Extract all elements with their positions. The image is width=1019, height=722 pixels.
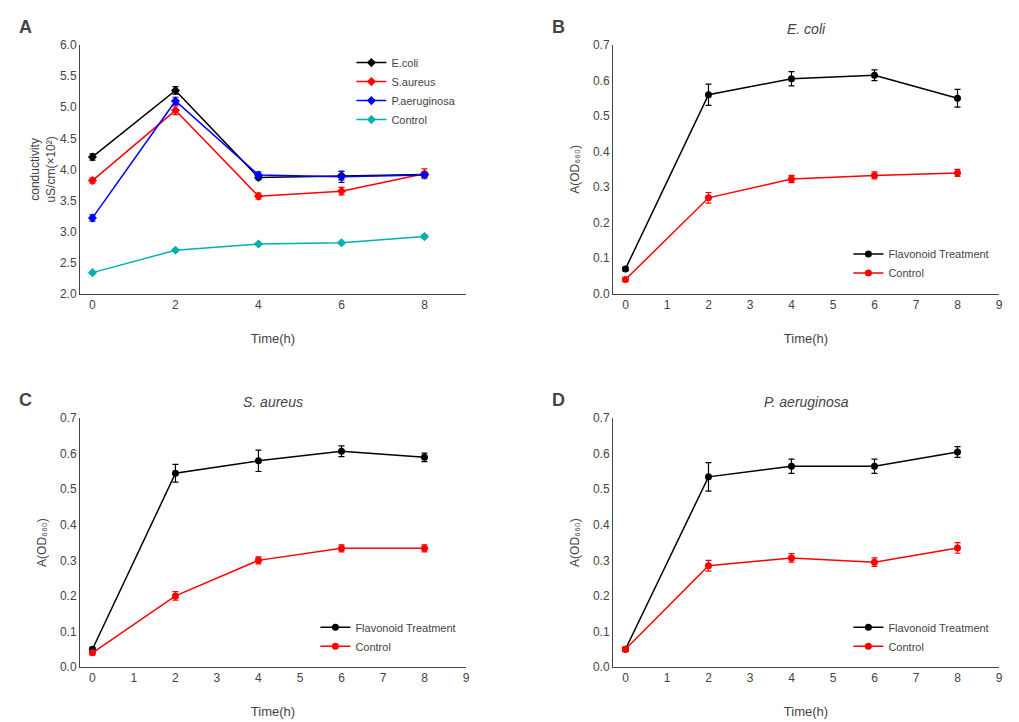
svg-text:S.aureus: S.aureus <box>391 76 436 88</box>
svg-text:Control: Control <box>888 267 923 279</box>
svg-text:A(OD₆₆₀): A(OD₆₆₀) <box>568 145 582 194</box>
svg-text:P.aeruginosa: P.aeruginosa <box>391 95 455 107</box>
svg-text:0.1: 0.1 <box>593 625 610 639</box>
svg-text:4.5: 4.5 <box>60 132 77 146</box>
svg-text:0.5: 0.5 <box>60 482 77 496</box>
svg-text:0.1: 0.1 <box>60 625 77 639</box>
svg-text:P. aeruginosa: P. aeruginosa <box>764 394 849 410</box>
svg-text:0.5: 0.5 <box>593 109 610 123</box>
svg-text:Flavonoid Treatment: Flavonoid Treatment <box>888 248 988 260</box>
svg-text:0: 0 <box>89 298 96 312</box>
svg-text:9: 9 <box>463 671 470 685</box>
svg-text:9: 9 <box>996 298 1003 312</box>
svg-text:Time(h): Time(h) <box>784 331 828 346</box>
svg-text:0.1: 0.1 <box>593 251 610 265</box>
svg-text:A(OD₆₆₀): A(OD₆₆₀) <box>35 518 49 567</box>
svg-text:9: 9 <box>996 671 1003 685</box>
svg-text:Flavonoid Treatment: Flavonoid Treatment <box>355 622 455 634</box>
svg-text:0.7: 0.7 <box>593 411 610 425</box>
svg-text:2: 2 <box>172 298 179 312</box>
svg-text:6: 6 <box>338 298 345 312</box>
svg-text:0.2: 0.2 <box>593 589 610 603</box>
svg-text:5.5: 5.5 <box>60 69 77 83</box>
svg-text:0.2: 0.2 <box>60 589 77 603</box>
svg-text:2.5: 2.5 <box>60 256 77 270</box>
svg-text:3: 3 <box>747 298 754 312</box>
svg-text:5: 5 <box>830 671 837 685</box>
svg-text:5: 5 <box>297 671 304 685</box>
svg-text:0.6: 0.6 <box>60 447 77 461</box>
svg-text:Control: Control <box>391 114 426 126</box>
svg-text:0.6: 0.6 <box>593 447 610 461</box>
svg-text:4: 4 <box>255 671 262 685</box>
svg-text:2: 2 <box>705 298 712 312</box>
svg-text:5.0: 5.0 <box>60 100 77 114</box>
svg-text:Control: Control <box>888 641 923 653</box>
svg-text:4: 4 <box>788 298 795 312</box>
svg-text:0.5: 0.5 <box>593 482 610 496</box>
svg-text:0: 0 <box>89 671 96 685</box>
svg-text:D: D <box>552 390 565 410</box>
svg-text:A: A <box>19 17 32 37</box>
svg-text:Time(h): Time(h) <box>251 704 295 719</box>
svg-text:0.6: 0.6 <box>593 74 610 88</box>
svg-text:Flavonoid Treatment: Flavonoid Treatment <box>888 622 988 634</box>
svg-text:8: 8 <box>954 298 961 312</box>
svg-text:0.0: 0.0 <box>593 660 610 674</box>
svg-text:4: 4 <box>255 298 262 312</box>
svg-text:1: 1 <box>664 671 671 685</box>
svg-text:A(OD₆₆₀): A(OD₆₆₀) <box>568 518 582 567</box>
svg-text:5: 5 <box>830 298 837 312</box>
svg-text:2.0: 2.0 <box>60 287 77 301</box>
svg-text:1: 1 <box>131 671 138 685</box>
svg-text:6: 6 <box>871 298 878 312</box>
svg-text:0.0: 0.0 <box>60 660 77 674</box>
svg-text:0.2: 0.2 <box>593 216 610 230</box>
svg-text:E.coli: E.coli <box>391 57 418 69</box>
svg-text:0.7: 0.7 <box>60 411 77 425</box>
svg-text:S. aureus: S. aureus <box>243 394 303 410</box>
svg-text:3.0: 3.0 <box>60 225 77 239</box>
svg-text:6: 6 <box>338 671 345 685</box>
svg-text:8: 8 <box>954 671 961 685</box>
svg-text:0.4: 0.4 <box>593 518 610 532</box>
svg-text:3.5: 3.5 <box>60 194 77 208</box>
svg-text:6: 6 <box>871 671 878 685</box>
svg-text:0.4: 0.4 <box>593 145 610 159</box>
svg-text:7: 7 <box>380 671 387 685</box>
svg-text:1: 1 <box>664 298 671 312</box>
svg-text:B: B <box>552 17 565 37</box>
svg-text:0.3: 0.3 <box>593 180 610 194</box>
svg-text:Time(h): Time(h) <box>784 704 828 719</box>
svg-text:2: 2 <box>705 671 712 685</box>
svg-text:0.4: 0.4 <box>60 518 77 532</box>
svg-text:8: 8 <box>421 298 428 312</box>
svg-text:7: 7 <box>913 298 920 312</box>
svg-text:6.0: 6.0 <box>60 38 77 52</box>
svg-text:4.0: 4.0 <box>60 163 77 177</box>
svg-text:3: 3 <box>214 671 221 685</box>
svg-text:conductivityuS/cm(×10²): conductivityuS/cm(×10²) <box>28 136 58 202</box>
svg-text:Time(h): Time(h) <box>251 331 295 346</box>
svg-text:C: C <box>19 390 32 410</box>
svg-text:7: 7 <box>913 671 920 685</box>
svg-text:0: 0 <box>622 298 629 312</box>
svg-text:0.7: 0.7 <box>593 38 610 52</box>
svg-text:0.0: 0.0 <box>593 287 610 301</box>
svg-text:0.3: 0.3 <box>60 554 77 568</box>
svg-text:Control: Control <box>355 641 390 653</box>
svg-text:E. coli: E. coli <box>787 21 826 37</box>
svg-text:2: 2 <box>172 671 179 685</box>
svg-text:4: 4 <box>788 671 795 685</box>
svg-text:8: 8 <box>421 671 428 685</box>
svg-text:3: 3 <box>747 671 754 685</box>
svg-text:0.3: 0.3 <box>593 554 610 568</box>
svg-text:0: 0 <box>622 671 629 685</box>
